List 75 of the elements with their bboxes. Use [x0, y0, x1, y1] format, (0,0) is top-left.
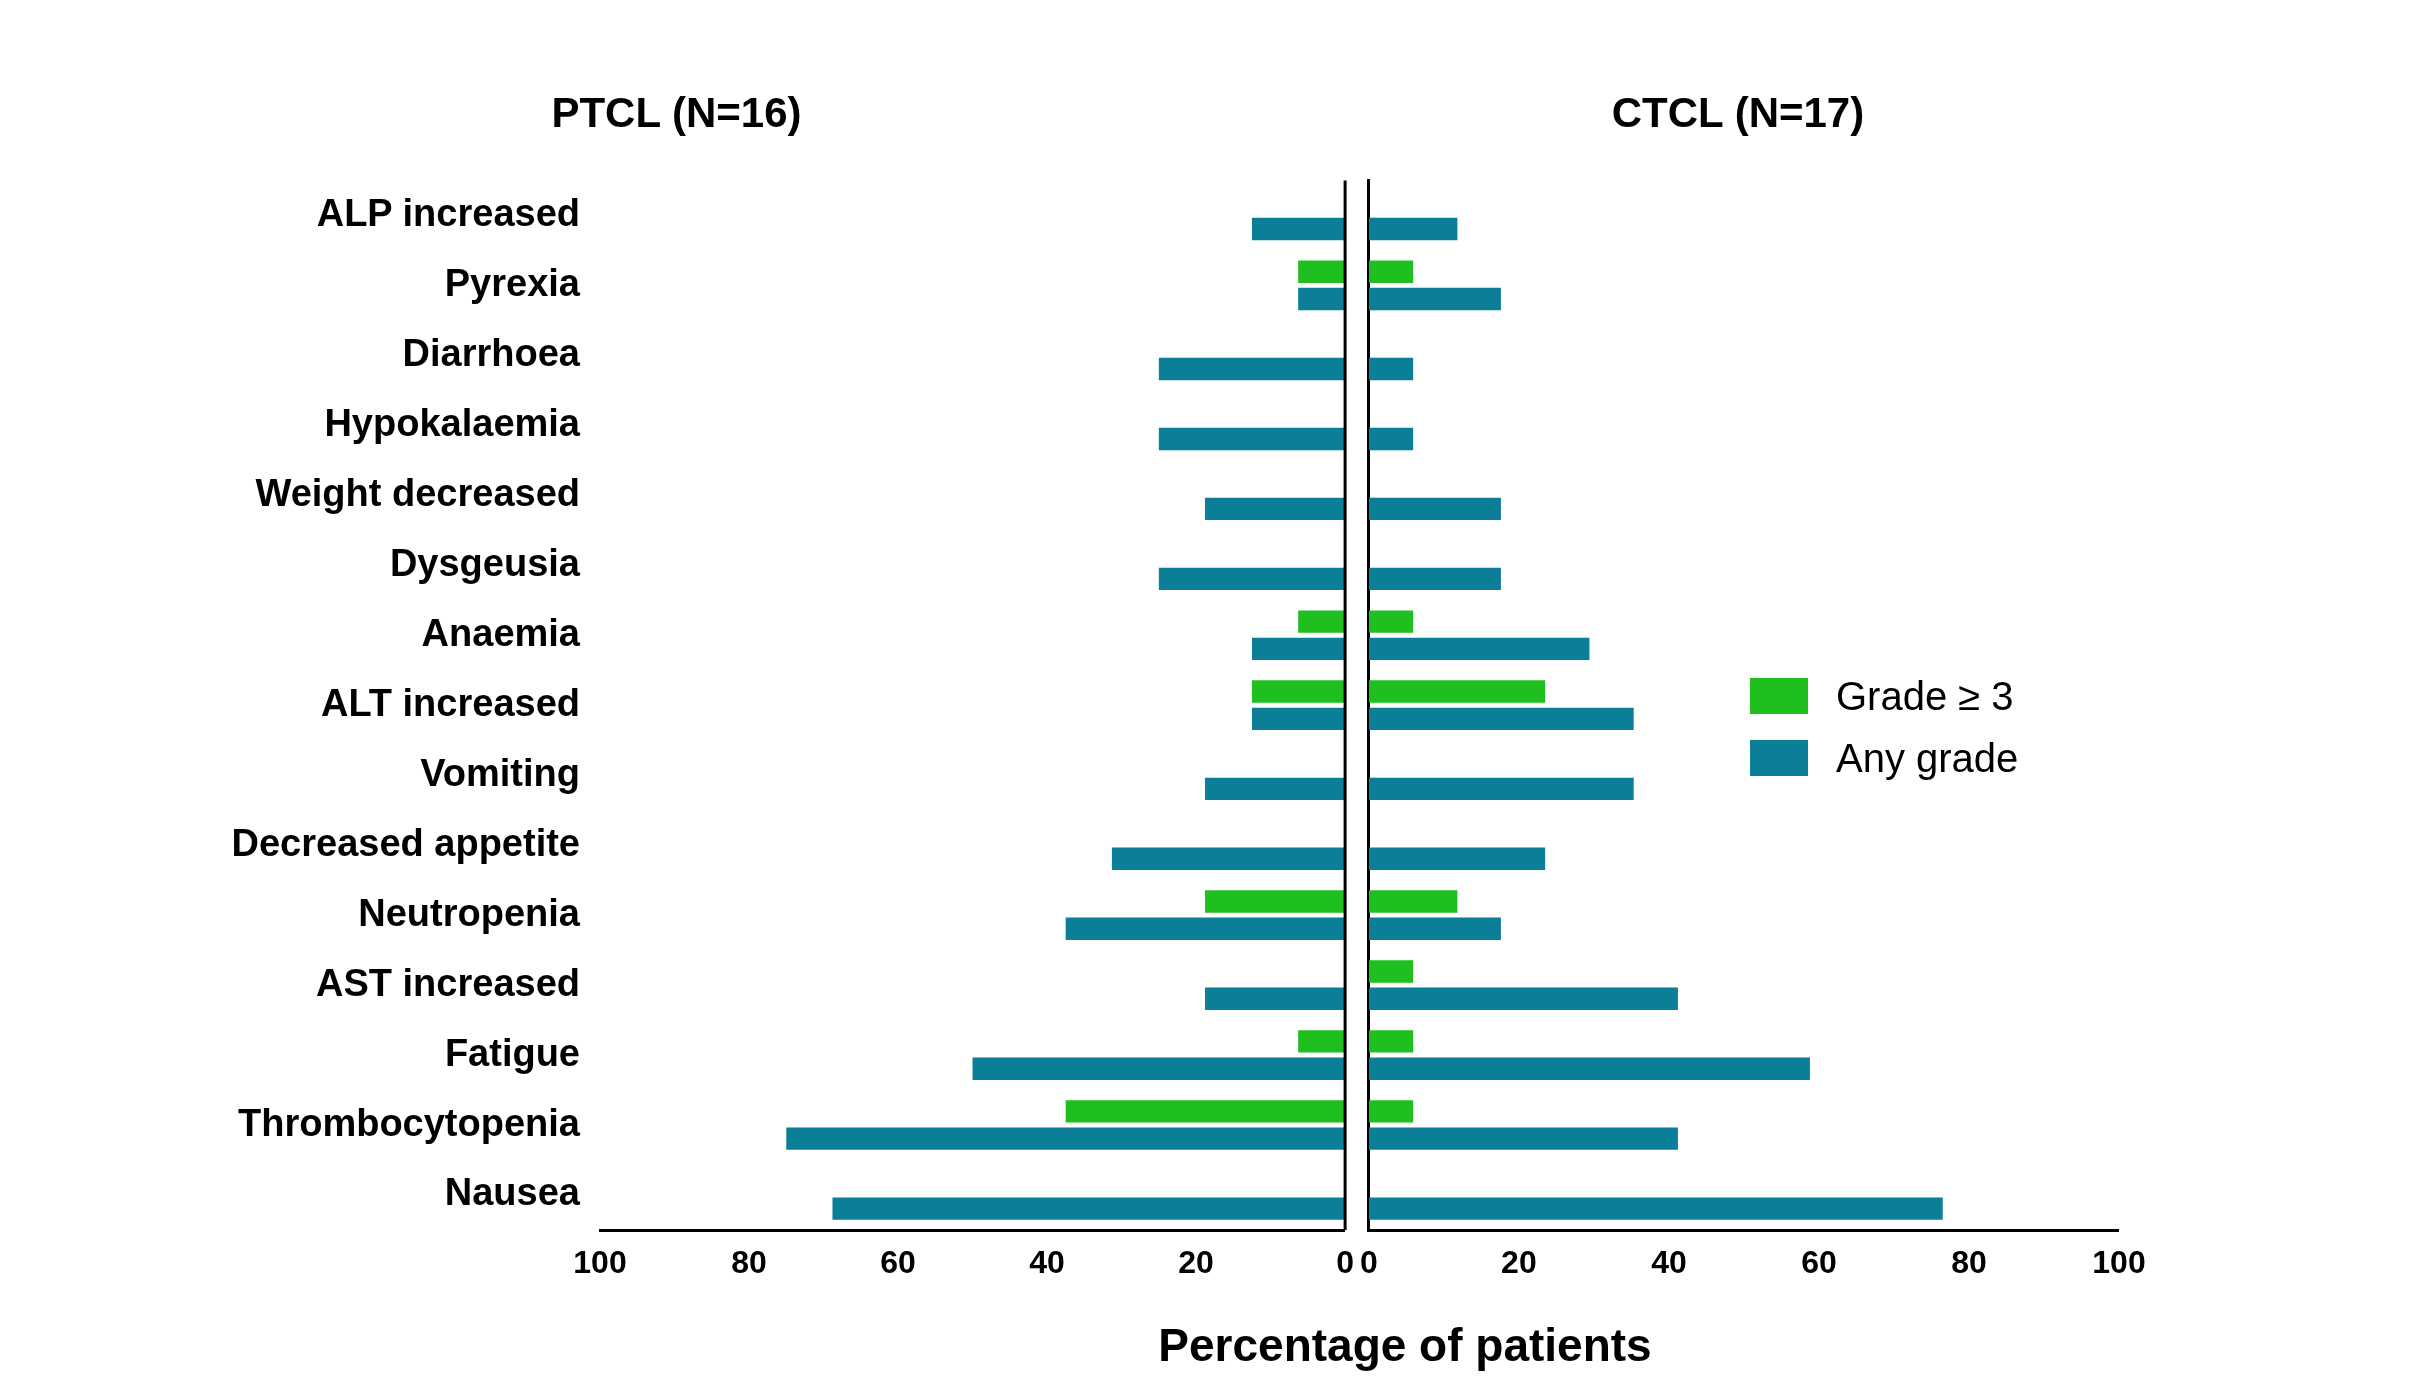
x-tick-label: 20	[1501, 1244, 1537, 1281]
bar	[1205, 987, 1346, 1010]
bar	[1368, 1197, 1943, 1220]
bar	[1368, 890, 1458, 913]
x-axis-title: Percentage of patients	[1157, 1318, 1653, 1372]
x-tick-label: 60	[880, 1244, 916, 1281]
bar	[1205, 890, 1346, 913]
bar	[1158, 357, 1346, 381]
bar	[1368, 1030, 1414, 1053]
bar	[1251, 637, 1346, 661]
y-tick-label: Nausea	[444, 1171, 581, 1214]
bar	[1158, 567, 1346, 591]
bar	[1368, 777, 1634, 801]
bar	[1368, 610, 1414, 633]
y-tick-label: Fatigue	[444, 1031, 580, 1074]
y-tick-label: Neutropenia	[358, 891, 581, 934]
legend-label: Grade ≥ 3	[1836, 673, 2014, 719]
bar	[1368, 707, 1634, 731]
chart-title: CTCL (N=17)	[1611, 88, 1865, 136]
y-tick-label: ALP increased	[316, 191, 580, 234]
y-tick-label: Weight decreased	[255, 471, 580, 514]
bar	[1368, 680, 1546, 703]
x-tick-label: 40	[1029, 1244, 1065, 1281]
bar	[1298, 287, 1346, 311]
bar	[1368, 567, 1501, 591]
bar	[1368, 917, 1501, 940]
bar	[1368, 987, 1678, 1010]
legend-label: Any grade	[1836, 735, 2019, 781]
bar	[1368, 1100, 1414, 1123]
y-tick-label: Anaemia	[421, 611, 581, 654]
x-tick-label: 60	[1801, 1244, 1837, 1281]
x-tick-label: 80	[1951, 1244, 1987, 1281]
x-tick-label: 0	[1336, 1244, 1354, 1281]
x-tick-label: 20	[1178, 1244, 1214, 1281]
bar	[1368, 357, 1414, 381]
bar	[1368, 637, 1590, 661]
y-tick-label: ALT increased	[320, 681, 580, 724]
y-tick-label: Diarrhoea	[402, 331, 581, 374]
bar	[1298, 610, 1346, 633]
bar	[1368, 960, 1414, 983]
y-tick-label: AST increased	[316, 961, 580, 1004]
bar	[1065, 1100, 1346, 1123]
x-tick-label: 100	[2092, 1244, 2146, 1281]
chart-title: PTCL (N=16)	[551, 88, 802, 136]
bar	[1251, 707, 1346, 731]
y-tick-label: Pyrexia	[444, 261, 581, 304]
y-tick-label: Dysgeusia	[389, 541, 581, 584]
bar	[1251, 680, 1346, 703]
x-tick-label: 100	[573, 1244, 627, 1281]
bar	[786, 1127, 1346, 1150]
bar	[1368, 1127, 1678, 1150]
bar	[1205, 777, 1346, 801]
x-tick-label: 80	[731, 1244, 767, 1281]
bar	[1368, 1057, 1810, 1080]
x-tick-label: 0	[1360, 1244, 1378, 1281]
bar	[1368, 847, 1546, 870]
bar	[1368, 287, 1501, 311]
y-tick-label: Decreased appetite	[231, 821, 580, 864]
bar	[972, 1057, 1346, 1080]
bar	[1298, 1030, 1346, 1053]
bar	[1368, 427, 1414, 451]
y-tick-label: Thrombocytopenia	[237, 1101, 581, 1144]
bar	[1251, 217, 1346, 241]
y-tick-label: Vomiting	[420, 751, 580, 794]
y-tick-label: Hypokalaemia	[324, 401, 581, 444]
bar	[832, 1197, 1346, 1220]
bar	[1205, 497, 1346, 521]
bar	[1158, 427, 1346, 451]
x-tick-label: 40	[1651, 1244, 1687, 1281]
bar	[1368, 497, 1501, 521]
bar	[1065, 917, 1346, 940]
bar	[1368, 260, 1414, 283]
bar	[1298, 260, 1346, 283]
bar	[1111, 847, 1346, 870]
bar	[1368, 217, 1458, 241]
